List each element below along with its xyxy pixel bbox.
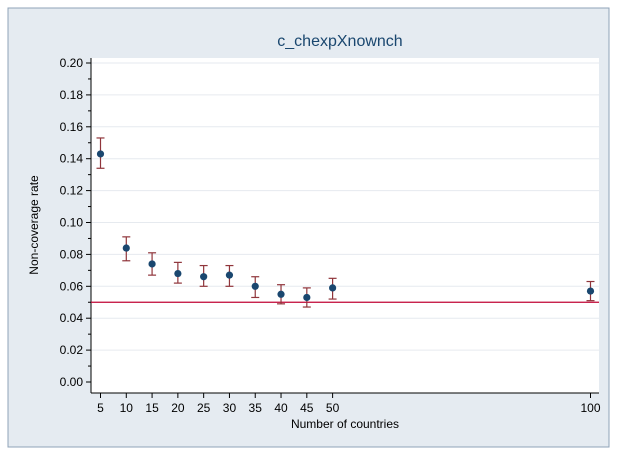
y-tick-label: 0.02: [60, 343, 84, 357]
x-tick-label: 30: [223, 401, 237, 415]
y-tick-label: 0.00: [60, 375, 84, 389]
data-point: [148, 260, 156, 268]
x-tick-label: 50: [326, 401, 340, 415]
data-point: [329, 284, 337, 292]
x-tick-label: 35: [249, 401, 263, 415]
x-tick-labels: 5 10 15 20 25 30 35 40 45 50 100: [97, 401, 601, 415]
data-marks: [91, 137, 599, 308]
y-tick-label: 0.12: [60, 184, 84, 198]
y-tick-label: 0.06: [60, 279, 84, 293]
data-point: [303, 293, 311, 302]
x-tick-label: 10: [120, 401, 134, 415]
y-tick-label: 0.20: [60, 56, 84, 70]
x-tick-label: 40: [274, 401, 288, 415]
y-tick-label: 0.10: [60, 216, 84, 230]
axes: [86, 58, 599, 398]
y-axis-label: Non-coverage rate: [27, 175, 41, 275]
data-point: [200, 273, 208, 281]
x-tick-label: 20: [171, 401, 185, 415]
x-tick-label: 5: [97, 401, 104, 415]
plot-area: [91, 58, 599, 393]
data-point: [586, 287, 595, 295]
x-tick-label: 45: [300, 401, 314, 415]
data-point: [251, 282, 259, 290]
x-tick-label: 15: [145, 401, 159, 415]
grid-lines: [91, 62, 599, 351]
data-point: [225, 271, 234, 279]
x-tick-label: 100: [580, 401, 600, 415]
data-point: [122, 244, 130, 252]
y-tick-label: 0.18: [60, 88, 84, 102]
y-tick-label: 0.04: [60, 311, 84, 325]
y-tick-labels: 0.00 0.02 0.04 0.06 0.08 0.10 0.12 0.14 0.16 0.18…: [60, 56, 84, 389]
chart-title: c_chexpXnownch: [277, 33, 402, 50]
y-tick-label: 0.08: [60, 247, 84, 261]
x-axis-label: Number of countries: [291, 417, 399, 431]
data-point: [174, 269, 182, 278]
y-tick-label: 0.16: [60, 120, 84, 134]
y-tick-label: 0.14: [60, 152, 84, 166]
x-tick-label: 25: [197, 401, 211, 415]
data-point: [96, 150, 105, 158]
data-point: [277, 290, 285, 298]
